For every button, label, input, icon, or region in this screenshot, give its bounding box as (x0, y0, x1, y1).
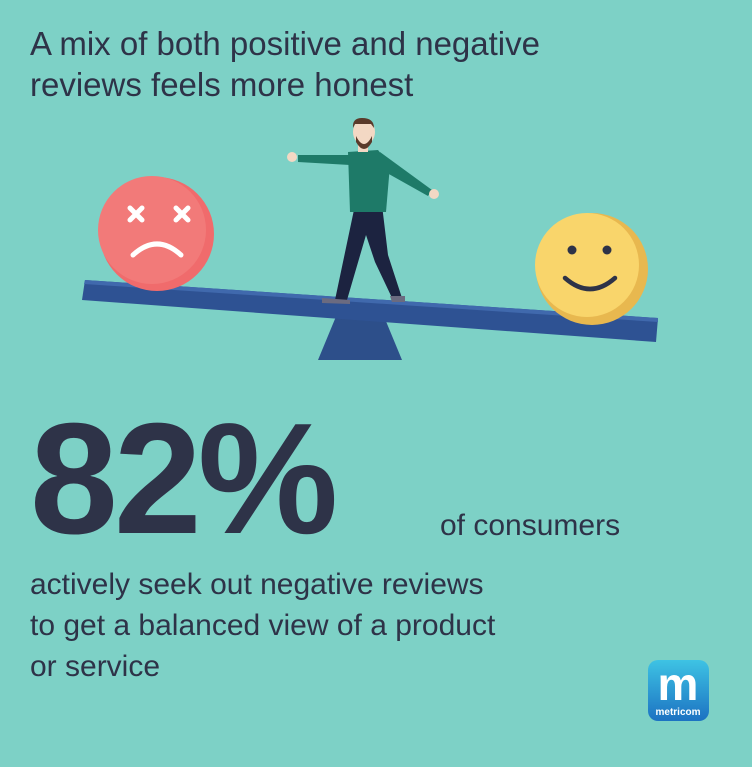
body-text: or service (30, 650, 160, 683)
plank (82, 280, 658, 342)
hand (287, 152, 297, 162)
plank-top (84, 280, 658, 322)
headline: reviews feels more honest (30, 66, 413, 103)
eyes (127, 205, 191, 223)
sad-face (98, 176, 214, 291)
headline: A mix of both positive and negative (30, 25, 540, 62)
right-arm (378, 152, 432, 196)
logo-name: metricom (655, 707, 700, 718)
logo: m metricom (648, 658, 709, 721)
face-highlight (98, 176, 206, 284)
hair (352, 118, 374, 128)
hand (429, 189, 439, 199)
mouth (562, 275, 618, 292)
shoes (322, 296, 405, 304)
person (287, 118, 439, 304)
body-text: actively seek out negative reviews (30, 568, 484, 601)
left-arm (298, 155, 350, 165)
logo-badge (648, 660, 709, 721)
legs (335, 205, 402, 300)
beard (356, 136, 372, 149)
eye (602, 245, 612, 255)
eye (567, 245, 577, 255)
happy-face (535, 213, 648, 325)
mouth (130, 241, 184, 258)
illustration (82, 118, 658, 360)
logo-letter: m (658, 658, 699, 710)
head (353, 119, 375, 145)
body-text: to get a balanced view of a product (30, 609, 496, 642)
stat: 82% (30, 391, 335, 567)
stat-caption: of consumers (440, 509, 620, 542)
face-highlight (535, 213, 639, 317)
